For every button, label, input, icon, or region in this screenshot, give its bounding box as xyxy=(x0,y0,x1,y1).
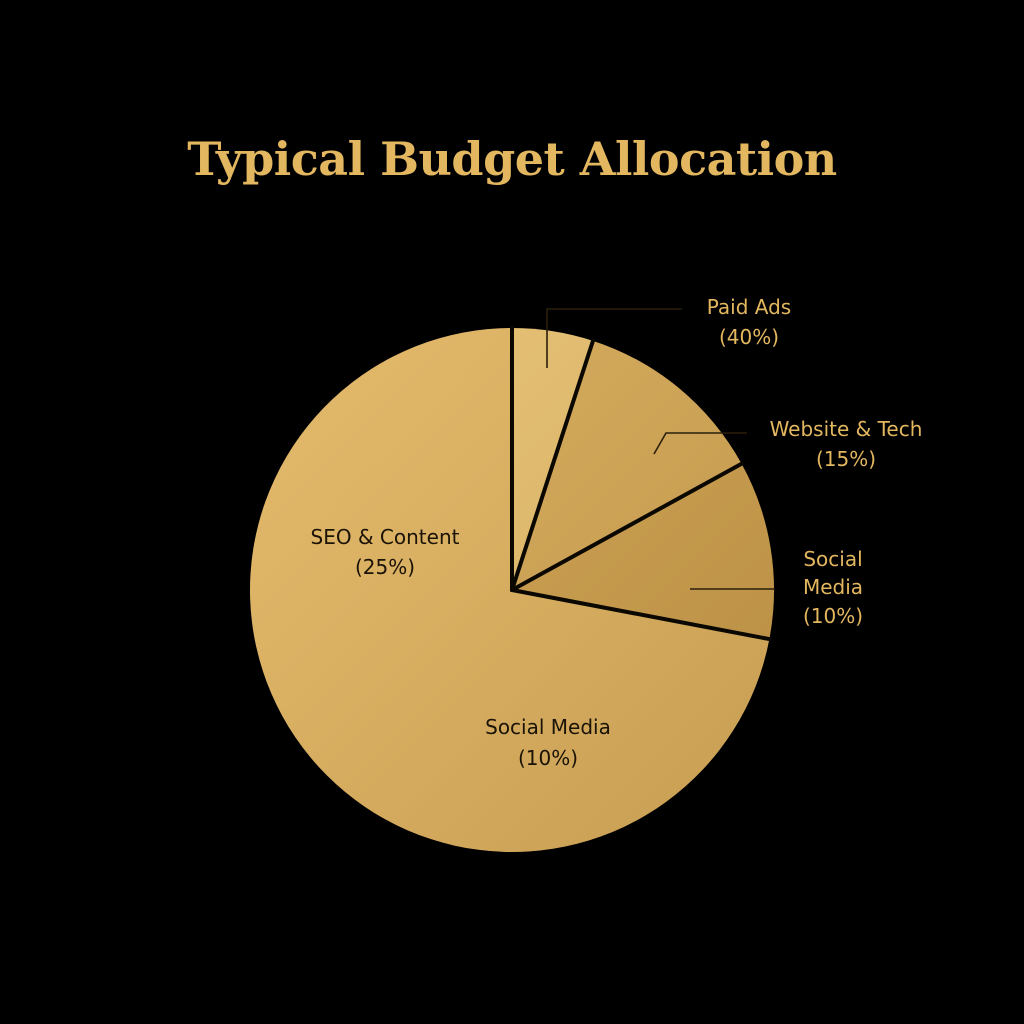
leader-line-1 xyxy=(653,432,747,455)
extra-pct-0: (25%) xyxy=(355,555,415,579)
slice-label-0: Paid Ads xyxy=(707,295,791,319)
slice-pct-1: (15%) xyxy=(816,447,876,471)
slice-label-2-line2: Media xyxy=(803,575,863,599)
leader-lines xyxy=(546,308,775,590)
slice-pct-3: (10%) xyxy=(518,746,578,770)
slice-divider-1 xyxy=(510,338,595,592)
pie-dividers xyxy=(510,326,772,642)
slice-label-3: Social Media xyxy=(485,715,611,739)
slice-pct-2: (10%) xyxy=(803,604,863,628)
leader-line-0 xyxy=(546,308,682,368)
slice-divider-3 xyxy=(510,588,772,642)
extra-label-0: SEO & Content xyxy=(311,525,460,549)
pie-labels: Paid Ads (40%) Website & Tech (15%) Social Me… xyxy=(311,295,923,770)
slice-divider-2 xyxy=(510,461,744,592)
slice-label-2-line1: Social xyxy=(803,547,862,571)
slice-label-1: Website & Tech xyxy=(770,417,923,441)
slice-pct-0: (40%) xyxy=(719,325,779,349)
chart-title: Typical Budget Allocation xyxy=(187,132,837,186)
